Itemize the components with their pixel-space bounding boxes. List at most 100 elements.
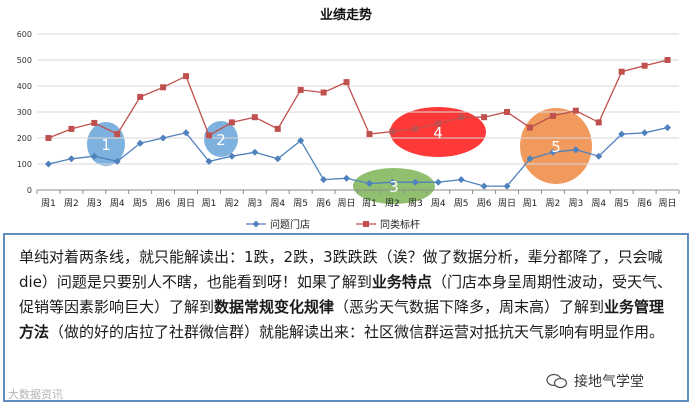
highlight-label-4: 4: [433, 124, 443, 142]
chart-title: 业绩走势: [320, 7, 372, 23]
legend-label-1: 问题门店: [270, 218, 310, 231]
point-1: [320, 176, 328, 184]
x-tick-label: 周日: [659, 198, 677, 209]
series-line-2: [48, 59, 668, 139]
text-part-1: 单纯对着两条线，就只能解读出：1跌，2跌，3跌跌跌（诶？做了数据分析，辈分都降了…: [19, 248, 663, 291]
y-tick-label: 300: [17, 108, 32, 117]
point-1: [480, 182, 488, 190]
chart-grid: 0 100 200 300 400 500 600: [17, 30, 679, 195]
watermark-left-text: 大数据资讯: [8, 388, 63, 401]
point-2: [114, 131, 121, 138]
x-tick-label: 周6: [156, 198, 171, 209]
point-1: [618, 130, 626, 138]
highlight-label-1: 1: [101, 136, 111, 154]
point-1: [411, 178, 419, 186]
point-2: [137, 93, 144, 100]
x-tick-label: 周4: [270, 198, 285, 209]
text-part-3: （恶劣天气数据下降多，周末高）了解到: [334, 298, 605, 316]
point-2: [366, 131, 373, 138]
point-2: [205, 132, 212, 139]
x-tick-label: 周4: [591, 198, 606, 209]
point-1: [136, 139, 144, 147]
highlight-ellipse-5: [520, 108, 592, 184]
point-1: [182, 129, 190, 137]
x-tick-label: 周3: [87, 198, 102, 209]
x-tick-label: 周日: [498, 198, 516, 209]
x-tick-label: 周1: [523, 198, 538, 209]
point-2: [297, 86, 304, 93]
point-2: [435, 120, 442, 127]
point-1: [228, 152, 236, 160]
point-1: [388, 178, 396, 186]
x-tick-label: 周5: [614, 198, 629, 209]
point-2: [68, 125, 75, 132]
point-1: [365, 180, 373, 187]
chart: 业绩走势 0100200300400500600 周1 周2 周3 周4 周5 周6 周日周…: [17, 7, 680, 231]
watermark-right-text: 接地气学堂: [574, 374, 644, 390]
point-1: [251, 148, 259, 156]
point-1: [503, 182, 511, 190]
x-axis: 周1 周2 周3 周4 周5 周6 周日 周1 周2 周3 周4 周5 周6 周日 周1 周2 周3 周4 周5 周6…: [36, 190, 680, 209]
watermark-left: 大数据资讯: [8, 386, 63, 402]
text-part-2: （门店本身呈周期性波动，受天气、促销等因素影响巨大）了解到: [19, 273, 672, 316]
highlight-label-3: 3: [389, 178, 399, 196]
point-2: [412, 125, 419, 132]
y-tick-label: 200: [17, 134, 32, 143]
point-1: [664, 124, 672, 132]
point-1: [457, 176, 465, 184]
point-1: [297, 137, 305, 145]
point-1: [205, 157, 213, 165]
point-1: [549, 148, 557, 156]
point-2: [664, 57, 671, 63]
point-2: [343, 79, 350, 86]
point-1: [90, 152, 98, 160]
keyword-business-traits: 业务特点: [371, 273, 432, 291]
highlight-label-5: 5: [551, 138, 561, 156]
point-1: [44, 160, 52, 168]
point-1: [159, 134, 167, 142]
point-2: [389, 128, 396, 135]
series-lines: [44, 57, 672, 190]
x-tick-label: 周5: [454, 198, 469, 209]
watermark-right: 接地气学堂: [546, 371, 644, 391]
x-tick-label: 周1: [41, 198, 56, 209]
x-tick-label: 周1: [202, 198, 217, 209]
x-tick-label: 周2: [225, 198, 240, 209]
x-tick-label: 周6: [477, 198, 492, 209]
text-part-4: （做的好的店拉了社群微信群）就能解读出来：社区微信群运营对抵抗天气影响有明显作用…: [49, 323, 665, 341]
y-tick-label: 0: [27, 186, 32, 195]
x-tick-label: 周2: [64, 198, 79, 209]
point-1: [595, 152, 603, 160]
point-2: [274, 125, 281, 132]
x-tick-label: 周日: [177, 198, 195, 209]
legend-marker-2: [363, 221, 369, 227]
legend-label-2: 同类标杆: [380, 218, 420, 231]
legend-marker-1: [252, 220, 260, 228]
x-tick-label: 周5: [133, 198, 148, 209]
point-2: [504, 109, 511, 115]
x-tick-label: 周2: [546, 198, 561, 209]
point-2: [618, 68, 625, 75]
point-1: [67, 155, 75, 163]
y-tick-label: 100: [17, 160, 32, 169]
point-2: [45, 135, 52, 141]
point-2: [160, 84, 167, 91]
x-tick-label: 周2: [385, 198, 400, 209]
point-1: [641, 129, 649, 137]
x-tick-label: 周日: [338, 198, 356, 209]
x-tick-label: 周1: [362, 198, 377, 209]
highlight-label-2: 2: [216, 131, 226, 149]
point-2: [320, 89, 327, 96]
highlight-ellipse-2: [204, 121, 238, 157]
point-2: [91, 119, 98, 126]
point-2: [526, 124, 533, 131]
point-2: [641, 62, 648, 69]
point-2: [595, 119, 602, 126]
point-2: [549, 112, 556, 119]
legend: 问题门店 同类标杆: [246, 218, 420, 231]
x-tick-label: 周6: [637, 198, 652, 209]
series-line-1: [48, 126, 668, 187]
point-1: [572, 146, 580, 154]
point-2: [458, 114, 465, 121]
x-tick-label: 周3: [568, 198, 583, 209]
